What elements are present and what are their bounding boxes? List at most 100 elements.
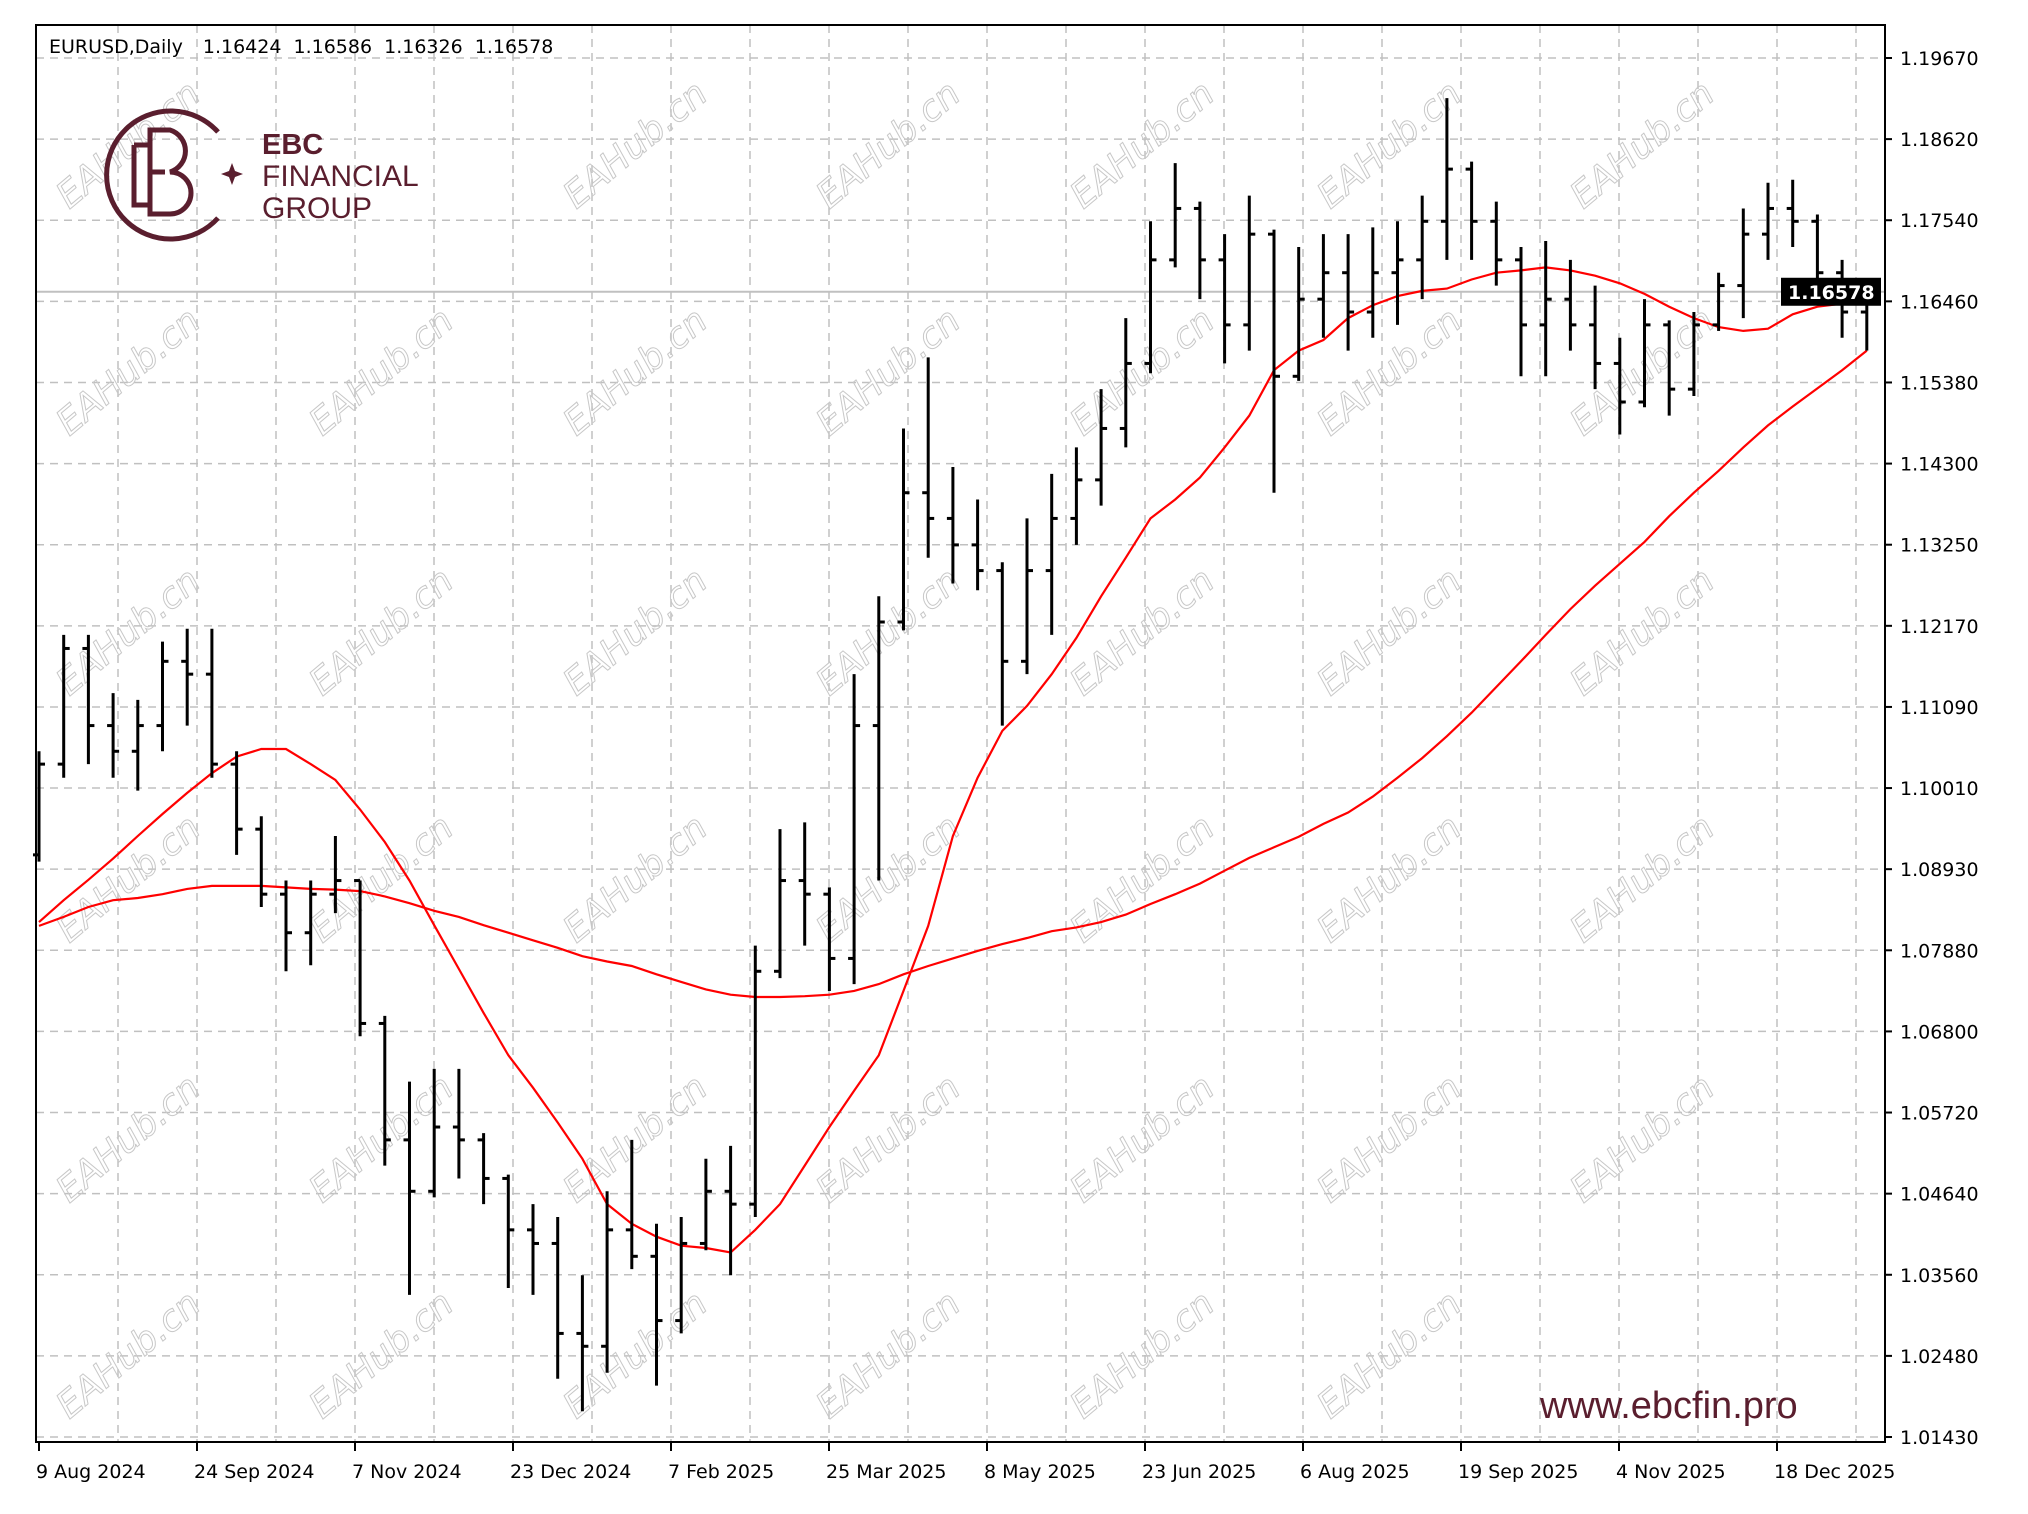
ohlc-bar — [675, 1216, 688, 1334]
time-axis[interactable]: 9 Aug 2024 24 Sep 2024 7 Nov 2024 23 Dec 20… — [36, 1442, 1895, 1483]
current-price-label: 1.16578 — [1781, 277, 1881, 306]
y-tick-label: 1.13250 — [1900, 535, 1979, 557]
ohlc-bar — [181, 628, 194, 726]
x-tick-label: 23 Dec 2024 — [510, 1461, 631, 1483]
ohlc-bar — [1786, 179, 1799, 248]
ohlc-bar — [1737, 208, 1750, 319]
ohlc-bar — [774, 829, 786, 979]
ohlc-bar — [699, 1158, 712, 1251]
price-axis[interactable]: 1.19670 1.18620 1.17540 1.16460 1.15380 1.143… — [1885, 48, 1979, 1449]
header-open: 1.16424 — [203, 36, 282, 58]
ohlc-bar — [601, 1191, 614, 1373]
ohlc-bar — [403, 1081, 416, 1295]
moving-average-line-1 — [38, 266, 1867, 1254]
ohlc-bar — [1243, 195, 1256, 351]
y-tick-label: 1.05720 — [1900, 1103, 1979, 1125]
ohlc-bar — [1366, 227, 1379, 338]
ohlc-bar — [1268, 229, 1280, 493]
y-tick-label: 1.10010 — [1900, 778, 1979, 800]
plot-frame — [35, 24, 1886, 1443]
y-tick-label: 1.12170 — [1900, 616, 1979, 638]
ohlc-bar — [872, 596, 885, 881]
ohlc-bar — [205, 628, 218, 778]
logo-line-2: FINANCIAL — [262, 160, 419, 193]
y-tick-label: 1.08930 — [1900, 859, 1979, 881]
ohlc-bar — [428, 1068, 441, 1198]
ohlc-bar — [1193, 201, 1206, 300]
ohlc-bar — [1416, 195, 1429, 300]
logo-ring-icon — [104, 108, 220, 242]
ohlc-bar — [1515, 247, 1527, 377]
ohlc-bar — [1119, 318, 1132, 448]
x-tick-label: 19 Sep 2025 — [1458, 1461, 1578, 1483]
ohlc-bar — [1070, 447, 1083, 545]
ohlc-bar — [1440, 98, 1453, 260]
ohlc-bar — [551, 1216, 564, 1379]
header-close: 1.16578 — [475, 36, 554, 58]
x-tick-label: 4 Nov 2025 — [1616, 1461, 1726, 1483]
header-high: 1.16586 — [294, 36, 373, 58]
x-tick-label: 24 Sep 2024 — [194, 1461, 314, 1483]
ohlc-bar — [502, 1174, 515, 1289]
ohlc-bar — [1144, 221, 1157, 374]
ohlc-bar — [1762, 182, 1774, 260]
ohlc-bar — [798, 822, 811, 946]
ohlc-bar — [156, 641, 169, 752]
ohlc-bar — [1613, 337, 1626, 435]
y-tick-label: 1.04640 — [1900, 1184, 1979, 1206]
logo-line-3: GROUP — [262, 192, 372, 225]
y-tick-label: 1.16460 — [1900, 291, 1979, 313]
ohlc-bar — [255, 816, 268, 908]
header-low: 1.16326 — [384, 36, 463, 58]
ohlc-bar — [971, 499, 984, 591]
current-price-value: 1.16578 — [1788, 282, 1875, 304]
ohlc-bar — [848, 674, 861, 985]
ohlc-bar — [1490, 201, 1503, 286]
ohlc-bar — [131, 699, 144, 791]
ohlc-bar — [107, 693, 120, 778]
ohlc-bar — [922, 357, 935, 558]
y-tick-label: 1.15380 — [1900, 372, 1979, 394]
ohlc-bar — [1712, 272, 1725, 331]
website-watermark[interactable]: www.ebcfin.pro — [1539, 1385, 1798, 1427]
ohlc-bar — [82, 634, 95, 765]
grid — [36, 25, 1885, 1442]
ohlc-bar — [749, 945, 762, 1217]
ohlc-bar — [1391, 221, 1404, 325]
ohlc-bar — [625, 1139, 638, 1270]
ohlc-bar — [354, 879, 367, 1037]
ohlc-bar — [1539, 240, 1552, 377]
y-tick-label: 1.17540 — [1900, 210, 1979, 232]
ohlc-bar — [650, 1223, 663, 1386]
ohlc-bar — [1045, 473, 1058, 635]
ohlc-bar — [1095, 389, 1108, 506]
chart-header: EURUSD,Daily 1.16424 1.16586 1.16326 1.1… — [49, 36, 553, 58]
y-tick-label: 1.06800 — [1900, 1021, 1979, 1043]
logo-eb-icon — [131, 127, 194, 217]
y-tick-label: 1.02480 — [1900, 1346, 1979, 1368]
ohlc-bars — [33, 98, 1873, 1412]
ohlc-bar — [1292, 247, 1305, 381]
ohlc-bar — [329, 835, 342, 914]
ohlc-bar — [1021, 518, 1033, 675]
symbol-timeframe: EURUSD,Daily — [49, 36, 183, 58]
ohlc-bar — [1465, 161, 1478, 260]
ohlc-bar — [57, 634, 70, 778]
ohlc-bar — [823, 887, 836, 991]
ohlc-bar — [280, 880, 292, 972]
y-tick-label: 1.03560 — [1900, 1265, 1979, 1287]
y-tick-label: 1.01430 — [1900, 1427, 1979, 1449]
ebc-logo: EBC FINANCIAL GROUP — [104, 108, 419, 242]
ohlc-bar — [724, 1145, 737, 1276]
y-tick-label: 1.18620 — [1900, 129, 1979, 151]
ohlc-bar — [378, 1015, 391, 1166]
ohlc-bar — [527, 1204, 539, 1295]
ohlc-bar — [576, 1275, 589, 1412]
ohlc-bar — [1564, 259, 1577, 351]
x-tick-label: 18 Dec 2025 — [1774, 1461, 1895, 1483]
ohlc-bar — [996, 562, 1009, 726]
ohlc-bar — [1342, 234, 1355, 351]
ohlc-bar — [477, 1133, 490, 1205]
